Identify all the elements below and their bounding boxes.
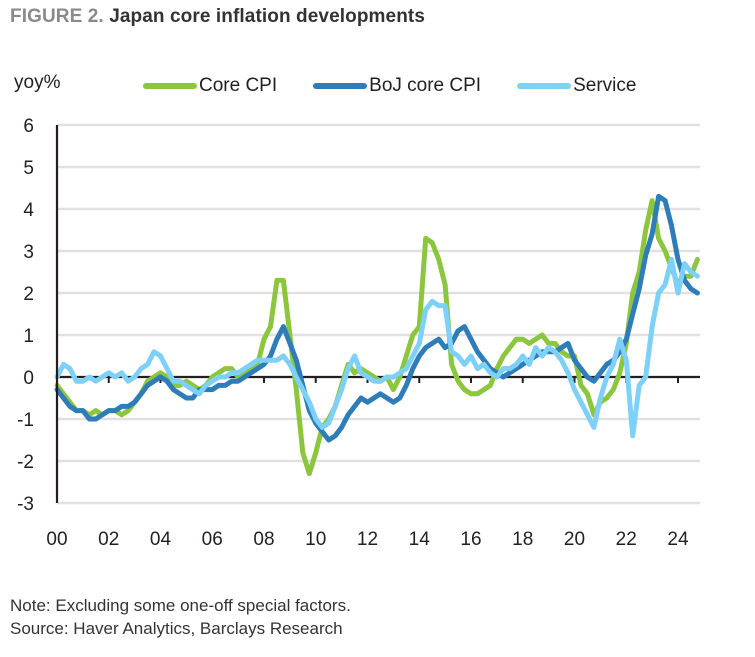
y-tick-label: 5	[23, 158, 34, 179]
x-tick-label: 08	[253, 529, 274, 550]
y-tick-label: -2	[17, 452, 34, 473]
y-tick-label: 1	[23, 326, 34, 347]
legend-item-core-cpi: Core CPI	[143, 75, 277, 97]
y-tick-label: 0	[23, 368, 34, 389]
legend-label-core-cpi: Core CPI	[199, 75, 278, 96]
x-tick-label: 18	[512, 529, 533, 550]
x-tick-label: 06	[202, 529, 223, 550]
figure-title-text: Japan core inflation developments	[109, 6, 426, 27]
legend-item-boj-core-cpi: BoJ core CPI	[313, 75, 481, 97]
y-tick-label: 4	[23, 200, 34, 221]
y-axis-ticks: 6 5 4 3 2 1 0 -1 -2 -3	[17, 116, 34, 515]
series-lines	[54, 193, 700, 477]
x-tick-label: 02	[98, 529, 119, 550]
legend-swatch-service	[517, 83, 572, 89]
x-tick-label: 22	[616, 529, 637, 550]
legend: Core CPI BoJ core CPI Service	[143, 75, 636, 97]
legend-swatch-core-cpi	[143, 83, 197, 89]
x-tick-label: 16	[460, 529, 481, 550]
gridlines	[57, 123, 700, 505]
x-tick-label: 14	[409, 529, 431, 550]
series-line-core-cpi	[54, 198, 700, 477]
y-tick-label: -1	[17, 410, 34, 431]
figure-label: FIGURE 2.	[10, 6, 104, 27]
series-line-boj-core-cpi	[54, 193, 700, 443]
y-tick-label: 3	[23, 242, 34, 263]
legend-swatch-boj-core-cpi	[313, 83, 368, 89]
x-tick-label: 04	[150, 529, 172, 550]
x-tick-label: 10	[305, 529, 326, 550]
legend-label-boj-core-cpi: BoJ core CPI	[369, 75, 482, 96]
x-tick-label: 00	[46, 529, 67, 550]
figure-title: FIGURE 2. Japan core inflation developme…	[10, 6, 425, 28]
y-tick-label: 6	[23, 116, 34, 137]
y-axis-label: yoy%	[14, 72, 61, 93]
x-tick-label: 12	[357, 529, 378, 550]
y-tick-label: 2	[23, 284, 34, 305]
note-text: Note: Excluding some one-off special fac…	[10, 596, 351, 615]
series-line-service	[54, 256, 700, 439]
source-text: Source: Haver Analytics, Barclays Resear…	[10, 619, 343, 638]
legend-item-service: Service	[517, 75, 636, 97]
x-tick-label: 24	[667, 529, 689, 550]
legend-label-service: Service	[573, 75, 637, 96]
x-tick-label: 20	[564, 529, 585, 550]
y-tick-label: -3	[17, 494, 34, 515]
notes: Note: Excluding some one-off special fac…	[10, 594, 351, 640]
